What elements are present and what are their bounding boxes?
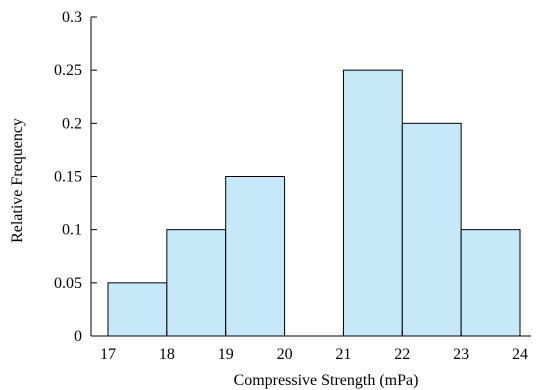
bar-18-19: [166, 229, 227, 337]
x-tick-label: 20: [277, 346, 293, 363]
y-tick-label: 0.2: [62, 115, 82, 132]
y-tick-label: 0.1: [62, 222, 82, 239]
x-axis-label: Compressive Strength (mPa): [234, 372, 419, 389]
y-tick-label: 0.3: [62, 9, 82, 26]
y-tick-label: 0: [74, 328, 82, 345]
y-tick-label: 0.15: [54, 169, 82, 186]
x-tick-label: 22: [394, 346, 410, 363]
bar-17-18: [107, 282, 168, 337]
bar-21-22: [342, 69, 403, 337]
x-tick-label: 24: [512, 346, 528, 363]
x-tick-label: 19: [218, 346, 234, 363]
bar-19-20: [225, 176, 286, 337]
bar-22-23: [401, 122, 462, 337]
x-tick-label: 23: [453, 346, 469, 363]
x-tick-label: 18: [159, 346, 175, 363]
bar-23-24: [460, 229, 521, 337]
y-tick-label: 0.25: [54, 62, 82, 79]
ticks-layer: 0 0.05 0.1 0.15 0.2 0.25 0.3 17 18 19 20 21 22 23 24: [54, 9, 528, 363]
y-axis-label: Relative Frequency: [9, 118, 26, 243]
x-tick-label: 21: [335, 346, 351, 363]
bars-layer: [107, 69, 521, 337]
y-tick-label: 0.05: [54, 275, 82, 292]
x-tick-label: 17: [100, 346, 116, 363]
